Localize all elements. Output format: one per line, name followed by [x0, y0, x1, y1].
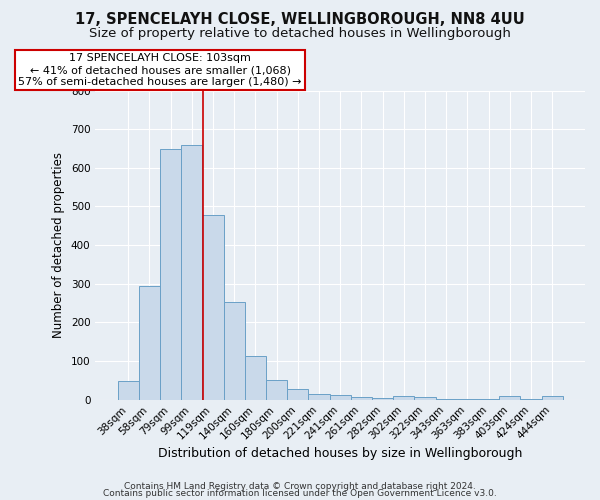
Bar: [181, 144, 202, 400]
Bar: [351, 396, 372, 400]
Text: 17, SPENCELAYH CLOSE, WELLINGBOROUGH, NN8 4UU: 17, SPENCELAYH CLOSE, WELLINGBOROUGH, NN…: [75, 12, 525, 28]
Text: Contains HM Land Registry data © Crown copyright and database right 2024.: Contains HM Land Registry data © Crown c…: [124, 482, 476, 491]
Bar: [160, 150, 181, 400]
Bar: [224, 302, 245, 400]
Bar: [287, 388, 308, 400]
Y-axis label: Number of detached properties: Number of detached properties: [52, 152, 65, 338]
Text: 17 SPENCELAYH CLOSE: 103sqm
← 41% of detached houses are smaller (1,068)
57% of : 17 SPENCELAYH CLOSE: 103sqm ← 41% of det…: [18, 54, 302, 86]
Bar: [308, 394, 329, 400]
Text: Size of property relative to detached houses in Wellingborough: Size of property relative to detached ho…: [89, 28, 511, 40]
Bar: [245, 356, 266, 400]
Text: Contains public sector information licensed under the Open Government Licence v3: Contains public sector information licen…: [103, 490, 497, 498]
Bar: [415, 396, 436, 400]
Bar: [266, 380, 287, 400]
Bar: [393, 396, 415, 400]
Bar: [372, 398, 393, 400]
Bar: [202, 215, 224, 400]
Bar: [436, 398, 457, 400]
Bar: [542, 396, 563, 400]
Bar: [499, 396, 520, 400]
Bar: [478, 398, 499, 400]
X-axis label: Distribution of detached houses by size in Wellingborough: Distribution of detached houses by size …: [158, 447, 523, 460]
Bar: [520, 398, 542, 400]
Bar: [118, 381, 139, 400]
Bar: [139, 286, 160, 400]
Bar: [329, 395, 351, 400]
Bar: [457, 398, 478, 400]
